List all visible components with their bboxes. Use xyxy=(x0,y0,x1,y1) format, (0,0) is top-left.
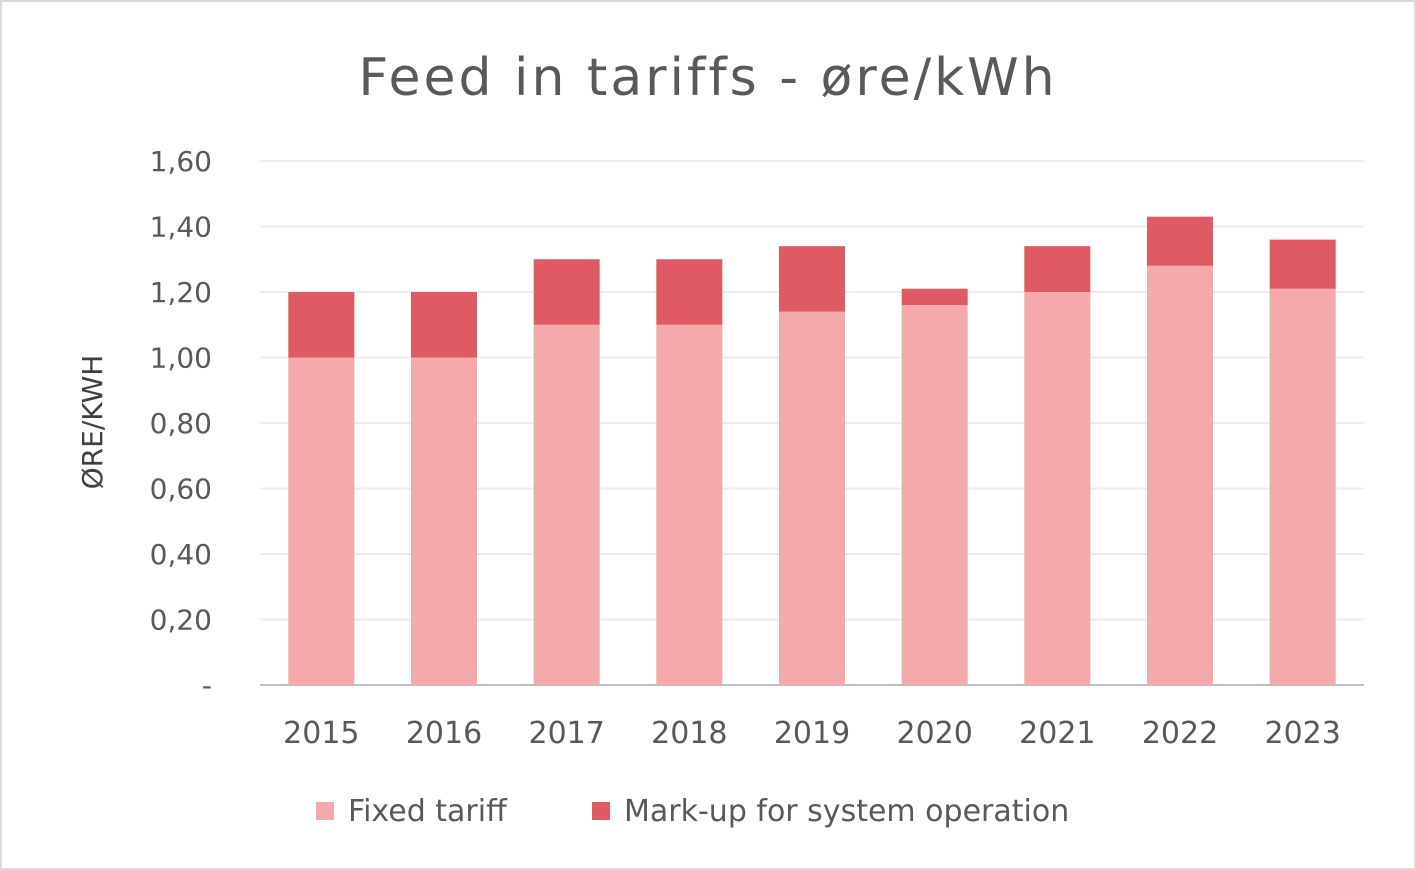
x-tick-label: 2015 xyxy=(283,716,359,751)
bar-mark-up-2017 xyxy=(533,259,600,325)
y-tick-label: 0,20 xyxy=(150,604,212,637)
bar-mark-up-2018 xyxy=(656,259,723,325)
bar-mark-up-2015 xyxy=(288,292,355,358)
y-tick-label: 1,40 xyxy=(150,211,212,244)
y-tick-label: 1,00 xyxy=(150,342,212,375)
bar-mark-up-2022 xyxy=(1147,216,1213,266)
x-tick-label: 2023 xyxy=(1264,716,1340,751)
bar-fixed-tariff-2016 xyxy=(411,357,477,685)
legend-label: Fixed tariff xyxy=(348,794,508,829)
y-axis-label: ØRE/KWH xyxy=(76,355,109,490)
bar-mark-up-2023 xyxy=(1269,239,1336,289)
x-tick-label: 2019 xyxy=(774,716,850,751)
bar-fixed-tariff-2018 xyxy=(656,324,723,685)
legend-swatch xyxy=(592,802,610,820)
x-tick-label: 2021 xyxy=(1019,716,1095,751)
x-tick-label: 2020 xyxy=(896,716,972,751)
bar-fixed-tariff-2022 xyxy=(1147,265,1213,685)
bar-mark-up-2020 xyxy=(901,288,968,306)
y-tick-label: 0,40 xyxy=(150,538,212,571)
bar-fixed-tariff-2020 xyxy=(901,305,968,685)
bar-fixed-tariff-2017 xyxy=(533,324,600,685)
bar-fixed-tariff-2023 xyxy=(1269,288,1336,685)
x-tick-label: 2017 xyxy=(528,716,604,751)
bar-mark-up-2019 xyxy=(779,246,845,312)
legend-swatch xyxy=(316,802,334,820)
y-tick-label: - xyxy=(202,669,212,702)
bar-fixed-tariff-2019 xyxy=(779,311,845,685)
chart-title: Feed in tariffs - øre/kWh xyxy=(358,48,1057,108)
bar-mark-up-2016 xyxy=(411,292,477,358)
x-tick-label: 2022 xyxy=(1142,716,1218,751)
bar-fixed-tariff-2021 xyxy=(1024,292,1091,685)
bar-mark-up-2021 xyxy=(1024,246,1091,292)
y-tick-label: 0,80 xyxy=(150,407,212,440)
x-tick-label: 2016 xyxy=(406,716,482,751)
y-tick-label: 1,20 xyxy=(150,276,212,309)
legend-label: Mark-up for system operation xyxy=(624,794,1069,829)
y-tick-label: 0,60 xyxy=(150,473,212,506)
bar-fixed-tariff-2015 xyxy=(288,357,355,685)
x-tick-label: 2018 xyxy=(651,716,727,751)
y-tick-label: 1,60 xyxy=(150,145,212,178)
